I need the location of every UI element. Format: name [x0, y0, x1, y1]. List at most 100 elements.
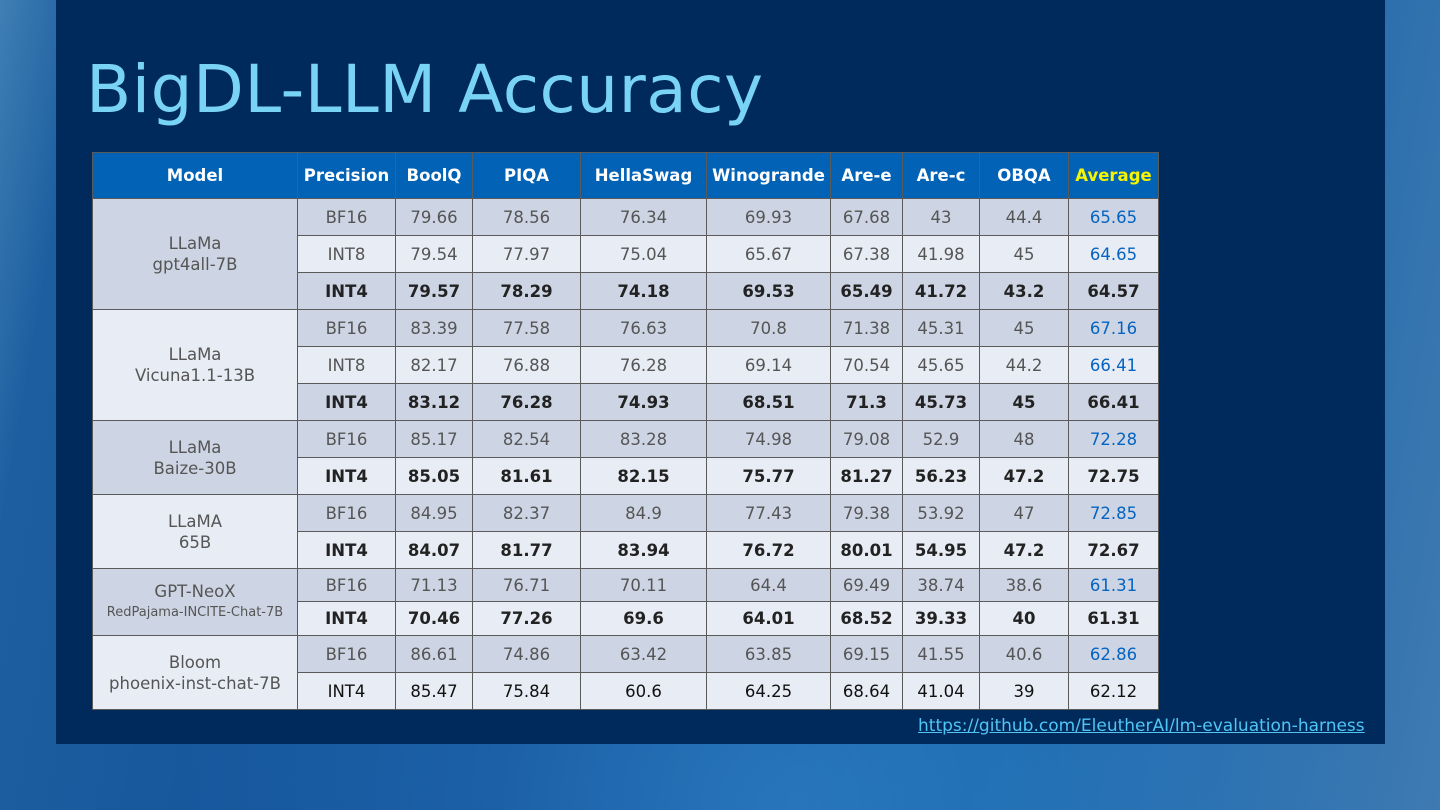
header-boolq: BoolQ	[395, 152, 473, 199]
score-cell: 74.18	[580, 272, 707, 310]
score-cell: 85.17	[395, 420, 473, 458]
score-cell: 40.6	[979, 635, 1069, 673]
score-cell: 74.93	[580, 383, 707, 421]
score-cell: 82.37	[472, 494, 581, 532]
model-family: Bloom	[168, 652, 222, 672]
score-cell: 38.6	[979, 568, 1069, 602]
score-cell: 83.94	[580, 531, 707, 569]
score-cell: 79.08	[830, 420, 903, 458]
table-row: Bloom phoenix-inst-chat-7B BF16 86.61 74.86 6…	[92, 635, 1159, 710]
precision-cell: INT8	[297, 235, 396, 273]
score-cell: 76.72	[706, 531, 831, 569]
model-family: LLaMa	[168, 345, 222, 364]
score-cell: 45	[979, 309, 1069, 347]
score-cell: 82.15	[580, 457, 707, 495]
score-cell: 75.04	[580, 235, 707, 273]
score-cell: 67.68	[830, 198, 903, 236]
score-cell: 78.29	[472, 272, 581, 310]
table-row: INT4 85.47 75.84 60.6 64.25 68.64 41.04 39 62.12	[93, 672, 1159, 710]
table-row: INT4 70.46 77.26 69.6 64.01 68.52 39.33 40 61.31	[93, 601, 1159, 636]
table-row: INT4 85.05 81.61 82.15 75.77 81.27 56.23 47.2 72…	[93, 457, 1159, 495]
precision-cell: BF16	[297, 420, 396, 458]
average-cell: 72.75	[1068, 457, 1159, 495]
score-cell: 63.42	[580, 635, 707, 673]
score-cell: 56.23	[902, 457, 980, 495]
table-row: INT4 79.57 78.29 74.18 69.53 65.49 41.72 43.2 64…	[93, 272, 1159, 310]
score-cell: 79.38	[830, 494, 903, 532]
score-cell: 43.2	[979, 272, 1069, 310]
score-cell: 60.6	[580, 672, 707, 710]
average-cell: 61.31	[1068, 601, 1159, 636]
model-variant: Vicuna1.1-13B	[134, 366, 256, 385]
precision-cell: BF16	[297, 309, 396, 347]
accuracy-table: Model Precision BoolQ PIQA HellaSwag Win…	[92, 152, 1159, 710]
model-family: GPT-NeoX	[154, 582, 236, 601]
score-cell: 41.72	[902, 272, 980, 310]
header-precision: Precision	[297, 152, 396, 199]
precision-cell: INT8	[297, 346, 396, 384]
score-cell: 69.93	[706, 198, 831, 236]
score-cell: 69.49	[830, 568, 903, 602]
score-cell: 54.95	[902, 531, 980, 569]
score-cell: 74.86	[472, 635, 581, 673]
average-cell: 72.67	[1068, 531, 1159, 569]
score-cell: 71.3	[830, 383, 903, 421]
precision-cell: INT4	[297, 601, 396, 636]
score-cell: 83.39	[395, 309, 473, 347]
score-cell: 76.71	[472, 568, 581, 602]
score-cell: 77.26	[472, 601, 581, 636]
precision-cell: INT4	[297, 457, 396, 495]
score-cell: 81.27	[830, 457, 903, 495]
model-variant: 65B	[178, 532, 212, 552]
score-cell: 75.84	[472, 672, 581, 710]
score-cell: 45.65	[902, 346, 980, 384]
score-cell: 65.67	[706, 235, 831, 273]
average-cell: 64.57	[1068, 272, 1159, 310]
score-cell: 47.2	[979, 531, 1069, 569]
table-row: GPT-NeoX RedPajama-INCITE-Chat-7B BF16 71.1…	[92, 568, 1159, 636]
model-cell: LLaMa gpt4all-7B	[92, 198, 298, 310]
score-cell: 69.6	[580, 601, 707, 636]
score-cell: 76.34	[580, 198, 707, 236]
score-cell: 85.47	[395, 672, 473, 710]
score-cell: 71.38	[830, 309, 903, 347]
score-cell: 82.54	[472, 420, 581, 458]
header-winogrande: Winogrande	[706, 152, 831, 199]
precision-cell: INT4	[297, 272, 396, 310]
model-cell: LLaMA 65B	[92, 494, 298, 569]
score-cell: 78.56	[472, 198, 581, 236]
score-cell: 53.92	[902, 494, 980, 532]
precision-cell: INT4	[297, 672, 396, 710]
score-cell: 45.31	[902, 309, 980, 347]
score-cell: 71.13	[395, 568, 473, 602]
score-cell: 76.28	[472, 383, 581, 421]
precision-cell: INT4	[297, 383, 396, 421]
precision-cell: BF16	[297, 568, 396, 602]
source-link[interactable]: https://github.com/EleutherAI/lm-evaluat…	[918, 716, 1365, 736]
score-cell: 84.07	[395, 531, 473, 569]
model-family: LLaMa	[168, 437, 222, 457]
score-cell: 81.61	[472, 457, 581, 495]
score-cell: 77.43	[706, 494, 831, 532]
score-cell: 83.28	[580, 420, 707, 458]
score-cell: 84.9	[580, 494, 707, 532]
average-cell: 72.85	[1068, 494, 1159, 532]
score-cell: 67.38	[830, 235, 903, 273]
score-cell: 68.52	[830, 601, 903, 636]
average-cell: 65.65	[1068, 198, 1159, 236]
model-variant: phoenix-inst-chat-7B	[109, 673, 281, 693]
header-are-e: Are-e	[830, 152, 903, 199]
score-cell: 70.8	[706, 309, 831, 347]
header-piqa: PIQA	[472, 152, 581, 199]
table-row: INT4 84.07 81.77 83.94 76.72 80.01 54.95 47.2 72…	[93, 531, 1159, 569]
table-body: LLaMa gpt4all-7B BF16 79.66 78.56 76.34 69.93 6…	[92, 198, 1159, 710]
score-cell: 70.11	[580, 568, 707, 602]
score-cell: 64.4	[706, 568, 831, 602]
table-row: INT8 79.54 77.97 75.04 65.67 67.38 41.98 45 64.6…	[93, 235, 1159, 273]
score-cell: 43	[902, 198, 980, 236]
slide-title: BigDL-LLM Accuracy	[86, 51, 764, 128]
precision-cell: BF16	[297, 198, 396, 236]
table-row: LLaMa gpt4all-7B BF16 79.66 78.56 76.34 69.93 6…	[92, 198, 1159, 310]
precision-cell: INT4	[297, 531, 396, 569]
model-cell: GPT-NeoX RedPajama-INCITE-Chat-7B	[92, 568, 298, 636]
